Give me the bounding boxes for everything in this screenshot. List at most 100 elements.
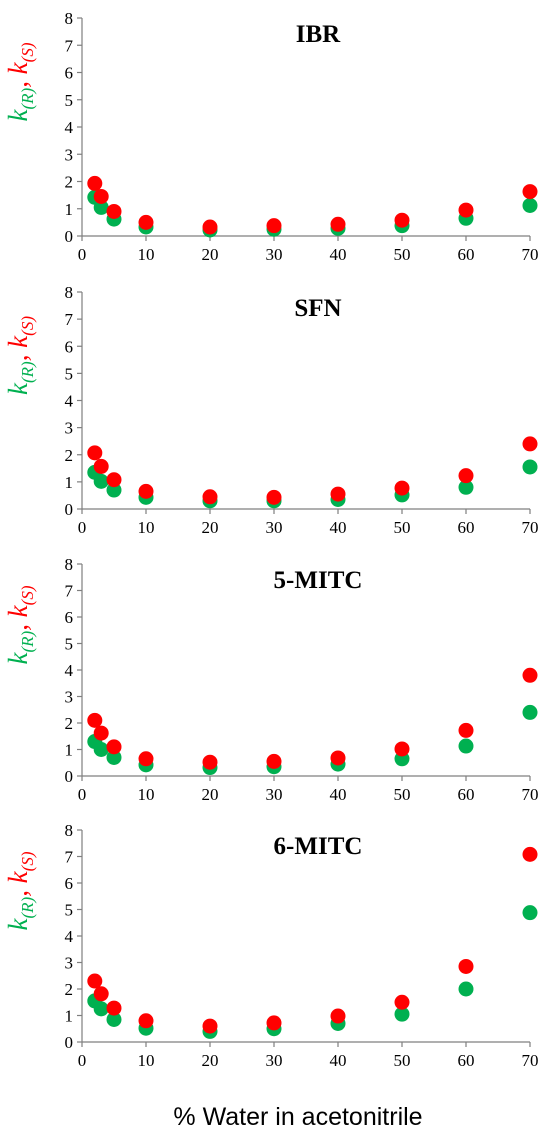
y-label-green-subscript: (R) bbox=[18, 630, 37, 652]
data-point bbox=[87, 712, 103, 728]
data-point bbox=[93, 458, 109, 474]
data-point bbox=[458, 981, 474, 997]
y-tick-label: 5 bbox=[65, 635, 74, 654]
data-point bbox=[87, 175, 103, 191]
y-label-green-subscript: (R) bbox=[18, 896, 37, 918]
x-tick-label: 40 bbox=[330, 245, 347, 264]
data-point bbox=[106, 203, 122, 219]
x-tick-label: 10 bbox=[138, 1051, 155, 1070]
panel-title: 5-MITC bbox=[274, 567, 363, 594]
y-label-green-symbol: k bbox=[3, 652, 33, 665]
y-tick-label: 1 bbox=[65, 473, 74, 492]
y-tick-label: 7 bbox=[65, 848, 74, 867]
data-point bbox=[138, 1013, 154, 1029]
y-label-separator: , bbox=[3, 617, 33, 631]
series-0 bbox=[87, 704, 538, 776]
series-1 bbox=[87, 667, 538, 770]
y-tick-label: 7 bbox=[65, 36, 74, 55]
x-tick-label: 50 bbox=[394, 785, 411, 804]
x-tick-label: 10 bbox=[138, 785, 155, 804]
data-point bbox=[93, 986, 109, 1002]
data-point bbox=[458, 468, 474, 484]
data-point bbox=[202, 754, 218, 770]
data-point bbox=[522, 436, 538, 452]
x-tick-label: 0 bbox=[78, 245, 87, 264]
y-label-red-subscript: (S) bbox=[18, 42, 37, 62]
data-point bbox=[522, 905, 538, 921]
y-label-red-subscript: (S) bbox=[18, 316, 37, 336]
x-tick-label: 20 bbox=[202, 785, 219, 804]
x-tick-label: 10 bbox=[138, 245, 155, 264]
data-point bbox=[202, 1018, 218, 1034]
x-tick-label: 50 bbox=[394, 1051, 411, 1070]
y-axis-label: k(R), k(S) bbox=[3, 42, 37, 121]
x-tick-label: 30 bbox=[266, 518, 283, 537]
y-tick-label: 8 bbox=[65, 555, 74, 574]
x-tick-label: 70 bbox=[522, 785, 539, 804]
data-point bbox=[106, 739, 122, 755]
data-point bbox=[522, 459, 538, 475]
x-tick-label: 70 bbox=[522, 1051, 539, 1070]
data-point bbox=[522, 704, 538, 720]
data-point bbox=[522, 846, 538, 862]
y-tick-label: 6 bbox=[65, 874, 74, 893]
y-tick-label: 3 bbox=[65, 954, 74, 973]
y-label-separator: , bbox=[3, 348, 33, 362]
y-tick-label: 2 bbox=[65, 446, 74, 465]
x-axis-label: % Water in acetonitrile bbox=[173, 1103, 422, 1131]
data-point bbox=[394, 212, 410, 228]
data-point bbox=[93, 1001, 109, 1017]
data-point bbox=[330, 1008, 346, 1024]
x-tick-label: 60 bbox=[458, 785, 475, 804]
data-point bbox=[93, 725, 109, 741]
data-point bbox=[458, 738, 474, 754]
data-point bbox=[458, 202, 474, 218]
y-label-red-symbol: k bbox=[3, 61, 33, 74]
y-tick-label: 5 bbox=[65, 91, 74, 110]
y-tick-label: 4 bbox=[65, 927, 74, 946]
x-tick-label: 70 bbox=[522, 518, 539, 537]
x-tick-label: 30 bbox=[266, 785, 283, 804]
y-label-red-symbol: k bbox=[3, 335, 33, 348]
y-label-red-subscript: (S) bbox=[18, 851, 37, 871]
y-tick-label: 7 bbox=[65, 310, 74, 329]
y-tick-label: 6 bbox=[65, 337, 74, 356]
data-point bbox=[394, 1006, 410, 1022]
data-point bbox=[522, 197, 538, 213]
panel-title: SFN bbox=[294, 295, 341, 322]
x-tick-label: 0 bbox=[78, 785, 87, 804]
data-point bbox=[106, 1000, 122, 1016]
x-tick-label: 0 bbox=[78, 518, 87, 537]
y-tick-label: 3 bbox=[65, 145, 74, 164]
data-point bbox=[522, 667, 538, 683]
data-point bbox=[202, 489, 218, 505]
x-tick-label: 60 bbox=[458, 1051, 475, 1070]
y-tick-label: 2 bbox=[65, 173, 74, 192]
y-tick-label: 4 bbox=[65, 661, 74, 680]
y-tick-label: 0 bbox=[65, 767, 74, 786]
data-point bbox=[93, 188, 109, 204]
y-tick-label: 5 bbox=[65, 901, 74, 920]
y-tick-label: 1 bbox=[65, 200, 74, 219]
y-tick-label: 2 bbox=[65, 714, 74, 733]
x-tick-label: 60 bbox=[458, 245, 475, 264]
y-label-green-subscript: (R) bbox=[18, 361, 37, 383]
y-label-red-symbol: k bbox=[3, 604, 33, 617]
x-tick-label: 40 bbox=[330, 518, 347, 537]
data-point bbox=[106, 472, 122, 488]
data-point bbox=[106, 482, 122, 498]
y-tick-label: 8 bbox=[65, 821, 74, 840]
data-point bbox=[266, 753, 282, 769]
y-tick-label: 8 bbox=[65, 9, 74, 28]
data-point bbox=[266, 1015, 282, 1031]
x-tick-label: 50 bbox=[394, 245, 411, 264]
data-point bbox=[87, 445, 103, 461]
y-label-green-symbol: k bbox=[3, 109, 33, 122]
y-axis-label: k(R), k(S) bbox=[3, 316, 37, 395]
data-point bbox=[330, 750, 346, 766]
y-tick-label: 8 bbox=[65, 283, 74, 302]
x-tick-label: 60 bbox=[458, 518, 475, 537]
